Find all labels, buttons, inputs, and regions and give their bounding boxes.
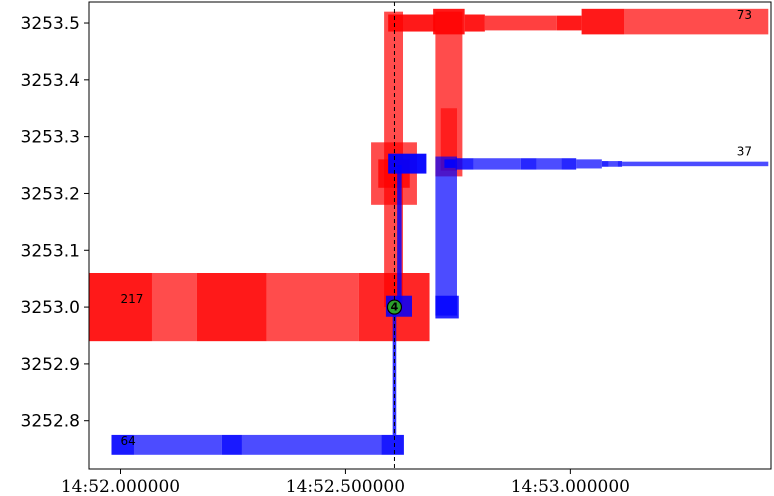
plot-area: 217 73 37 64 4 [88,1,772,470]
buy-segment-22 [392,307,397,435]
sell-segment-16 [624,8,769,35]
sell-segment-15 [581,8,625,35]
sell-segment-1 [151,272,197,342]
buy-segment-29 [455,158,474,170]
buy-segment-27 [435,295,459,319]
sell-segment-13 [484,15,557,31]
y-tick-label-5: 3253.3 [21,128,80,148]
y-axis: 3252.8 3252.9 3253.0 3253.1 3253.2 3253.3 3253… [21,14,89,432]
buy-segment-33 [561,158,577,170]
buy-segment-20 [241,434,382,455]
buy-segment-31 [520,158,537,170]
buy-segment-18 [133,434,222,455]
sell-segment-2 [196,272,267,342]
x-tick-label-2: 14:53.000000 [511,477,630,496]
x-tick-label-1: 14:52.500000 [286,477,405,496]
buy-segment-32 [536,158,562,170]
plot-background [89,2,771,469]
volume-label-2: 37 [737,144,752,158]
sell-segment-11 [433,8,465,35]
buy-segment-25 [388,153,427,174]
buy-segment-38 [622,161,769,167]
sell-segment-0 [89,272,152,342]
y-tick-label-4: 3253.2 [21,184,80,204]
sell-segment-9 [440,108,457,171]
buy-segment-37 [617,161,623,167]
y-tick-label-7: 3253.5 [21,14,80,34]
y-tick-label-3: 3253.1 [21,241,80,261]
trade-marker-label: 4 [391,301,399,314]
x-tick-label-0: 14:52.000000 [61,477,180,496]
buy-segment-35 [601,161,609,167]
buy-segment-26 [435,156,457,316]
buy-segment-19 [221,434,242,455]
buy-segment-17 [111,434,134,455]
sell-segment-3 [266,272,359,342]
y-tick-label-2: 3253.0 [21,298,80,318]
sell-segment-12 [464,14,485,32]
sell-segment-10 [388,14,436,32]
buy-segment-36 [608,161,618,167]
trade-marker-circle [386,299,403,315]
buy-segment-24 [397,165,402,308]
volume-labels: 217 73 37 64 [120,8,752,448]
y-tick-label-0: 3252.8 [21,412,80,432]
buy-segment-34 [576,159,602,169]
volume-label-1: 73 [737,8,752,22]
volume-label-3: 64 [120,434,135,448]
y-tick-label-1: 3252.9 [21,355,80,375]
volume-label-0: 217 [120,292,143,306]
sell-segment-14 [556,15,582,31]
plot-frame [88,1,772,470]
buy-segment-28 [444,159,456,168]
trade-marker: 4 [386,299,403,315]
x-axis: 14:52.000000 14:52.500000 14:53.000000 [61,469,630,496]
buy-segment-30 [473,158,521,170]
buy-segment-21 [381,434,404,455]
y-tick-label-6: 3253.4 [21,71,80,91]
